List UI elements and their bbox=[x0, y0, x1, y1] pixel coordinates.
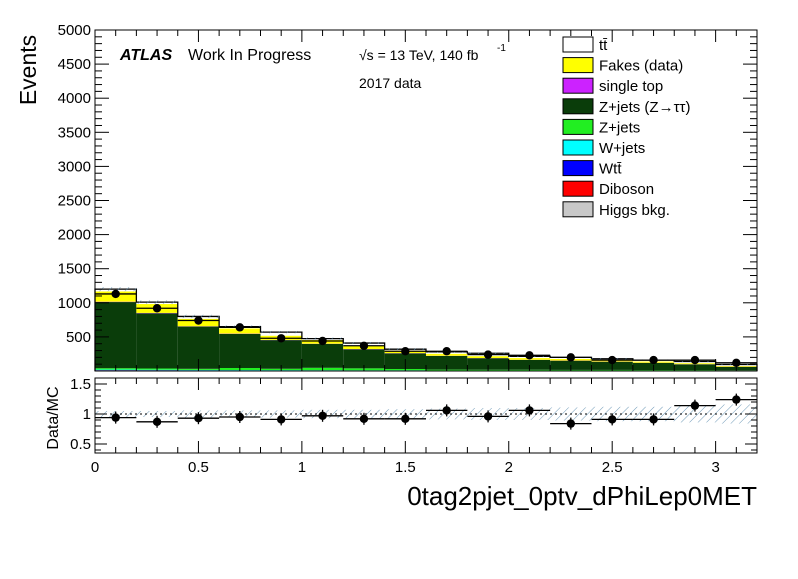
ratio-point-4 bbox=[277, 415, 285, 423]
x-tick-label-2: 2 bbox=[505, 459, 513, 476]
legend-swatch-tt bbox=[563, 37, 593, 52]
data-point-5 bbox=[318, 337, 326, 345]
y-tick-label-2500: 2500 bbox=[58, 193, 91, 210]
ratio-y-tick-label-1: 1 bbox=[83, 406, 91, 423]
y-tick-label-500: 500 bbox=[66, 329, 91, 346]
bar-z-jets-z-0 bbox=[95, 302, 136, 368]
data-point-10 bbox=[525, 351, 533, 359]
band-bin-4 bbox=[261, 331, 302, 333]
ratio-point-1 bbox=[153, 418, 161, 426]
stacked-histogram bbox=[95, 289, 757, 371]
data-point-4 bbox=[277, 334, 285, 342]
legend-swatch-fakes-data bbox=[563, 58, 593, 73]
y-tick-label-1000: 1000 bbox=[58, 295, 91, 312]
bar-z-jets-z-1 bbox=[136, 313, 177, 368]
y-tick-label-5000: 5000 bbox=[58, 22, 91, 39]
ratio-point-2 bbox=[194, 414, 202, 422]
ratio-point-11 bbox=[567, 419, 575, 427]
y-tick-label-4000: 4000 bbox=[58, 90, 91, 107]
y-tick-label-2000: 2000 bbox=[58, 227, 91, 244]
y-tick-label-1500: 1500 bbox=[58, 261, 91, 278]
dataset-label: 2017 data bbox=[359, 75, 421, 91]
legend-swatch-w-jets bbox=[563, 140, 593, 155]
ratio-point-10 bbox=[525, 406, 533, 414]
legend-swatch-higgs-bkg bbox=[563, 202, 593, 217]
x-tick-label-0.5: 0.5 bbox=[188, 459, 209, 476]
x-tick-label-2.5: 2.5 bbox=[602, 459, 623, 476]
data-point-3 bbox=[236, 323, 244, 331]
ratio-point-8 bbox=[442, 406, 450, 414]
data-point-11 bbox=[567, 353, 575, 361]
legend-swatch-diboson bbox=[563, 181, 593, 196]
ratio-point-15 bbox=[732, 395, 740, 403]
ratio-point-3 bbox=[236, 413, 244, 421]
legend-label-diboson: Diboson bbox=[599, 181, 654, 198]
data-point-7 bbox=[401, 347, 409, 355]
ratio-y-tick-label-0.5: 0.5 bbox=[70, 436, 91, 453]
legend-label-wtt: Wtt̄ bbox=[599, 161, 622, 178]
x-tick-label-1: 1 bbox=[298, 459, 306, 476]
legend-swatch-z-jets bbox=[563, 119, 593, 134]
legend-swatch-single-top bbox=[563, 78, 593, 93]
bar-z-jets-z-3 bbox=[219, 334, 260, 368]
ratio-point-7 bbox=[401, 415, 409, 423]
data-point-6 bbox=[360, 342, 368, 350]
legend-label-tt: tt̄ bbox=[599, 37, 608, 54]
data-point-9 bbox=[484, 350, 492, 358]
y-tick-label-4500: 4500 bbox=[58, 56, 91, 73]
x-tick-label-0: 0 bbox=[91, 459, 99, 476]
data-point-13 bbox=[649, 356, 657, 364]
bar-z-jets-z-5 bbox=[302, 344, 343, 368]
ratio-point-5 bbox=[318, 412, 326, 420]
y-tick-label-3000: 3000 bbox=[58, 158, 91, 175]
legend-label-z-jets: Z+jets bbox=[599, 119, 640, 136]
atlas-sublabel: Work In Progress bbox=[188, 47, 311, 64]
legend-label-higgs-bkg: Higgs bkg. bbox=[599, 202, 670, 219]
data-point-8 bbox=[442, 347, 450, 355]
ratio-y-axis-label: Data/MC bbox=[45, 386, 62, 449]
legend-label-fakes-data: Fakes (data) bbox=[599, 58, 683, 75]
data-point-14 bbox=[691, 356, 699, 364]
x-tick-label-1.5: 1.5 bbox=[395, 459, 416, 476]
bar-z-jets-z-4 bbox=[261, 340, 302, 369]
atlas-label: ATLAS bbox=[119, 47, 172, 64]
x-tick-label-3: 3 bbox=[711, 459, 719, 476]
legend-swatch-wtt bbox=[563, 161, 593, 176]
energy-superscript: -1 bbox=[497, 43, 506, 54]
ratio-y-tick-label-1.5: 1.5 bbox=[70, 376, 91, 393]
ratio-point-0 bbox=[111, 413, 119, 421]
ratio-point-13 bbox=[649, 415, 657, 423]
data-point-0 bbox=[111, 290, 119, 298]
ratio-point-9 bbox=[484, 412, 492, 420]
band-bin-1 bbox=[136, 300, 177, 303]
legend-label-single-top: single top bbox=[599, 78, 663, 95]
ratio-point-6 bbox=[360, 415, 368, 423]
x-axis-label: 0tag2pjet_0ptv_dPhiLep0MET bbox=[407, 481, 757, 511]
legend: tt̄ Fakes (data) single top Z+jets (Z→ττ) Z+… bbox=[563, 37, 690, 219]
data-point-2 bbox=[194, 316, 202, 324]
energy-label: √s = 13 TeV, 140 fb bbox=[359, 47, 479, 63]
ratio-point-14 bbox=[691, 401, 699, 409]
data-point-1 bbox=[153, 304, 161, 312]
ratio-point-12 bbox=[608, 415, 616, 423]
legend-label-z-jets-z: Z+jets (Z→ττ) bbox=[599, 99, 690, 116]
legend-swatch-z-jets-z bbox=[563, 99, 593, 114]
y-tick-label-3500: 3500 bbox=[58, 124, 91, 141]
legend-label-w-jets: W+jets bbox=[599, 140, 645, 157]
y-axis-label: Events bbox=[15, 35, 41, 105]
